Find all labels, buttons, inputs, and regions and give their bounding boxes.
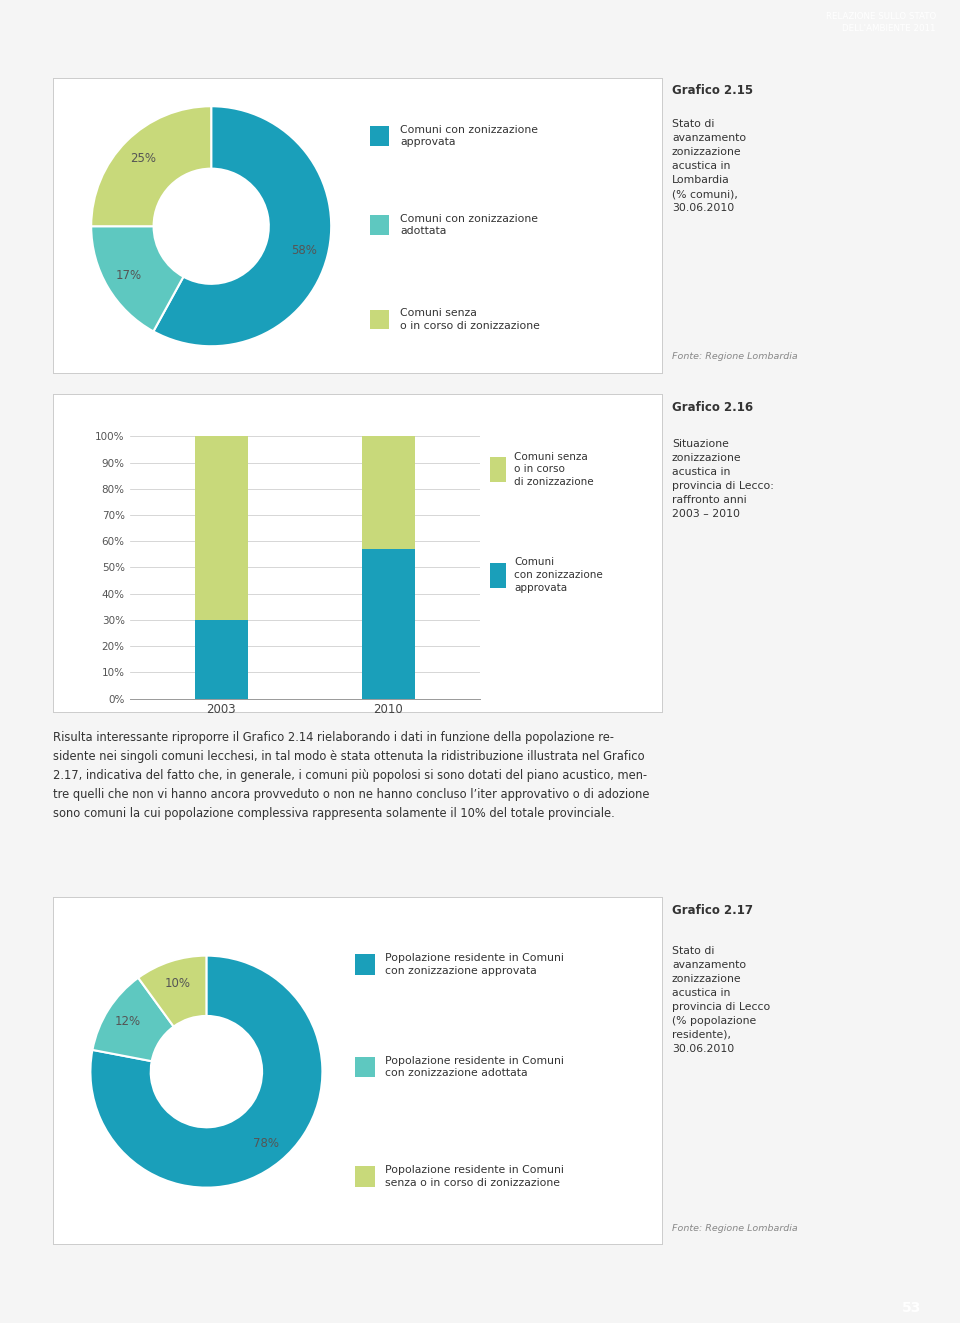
Text: 10%: 10% [165, 976, 191, 990]
Text: 53: 53 [902, 1302, 922, 1315]
Text: 25%: 25% [131, 152, 156, 165]
Text: Popolazione residente in Comuni
senza o in corso di zonizzazione: Popolazione residente in Comuni senza o … [385, 1166, 564, 1188]
Bar [490, 562, 506, 587]
Bar [355, 954, 374, 975]
Text: 17%: 17% [115, 269, 142, 282]
Text: 12%: 12% [115, 1016, 141, 1028]
Text: Fonte: Regione Lombardia: Fonte: Regione Lombardia [672, 1224, 798, 1233]
Text: Comuni senza
o in corso di zonizzazione: Comuni senza o in corso di zonizzazione [400, 308, 540, 331]
Wedge shape [154, 106, 331, 347]
Text: Stato di
avanzamento
zonizzazione
acustica in
Lombardia
(% comuni),
30.06.2010: Stato di avanzamento zonizzazione acusti… [672, 119, 746, 213]
Wedge shape [138, 955, 206, 1027]
Wedge shape [91, 106, 211, 226]
Text: RELAZIONE SULLO STATO
DELL'AMBIENTE 2011: RELAZIONE SULLO STATO DELL'AMBIENTE 2011 [826, 12, 936, 33]
Text: 78%: 78% [252, 1136, 278, 1150]
Wedge shape [90, 955, 323, 1188]
Text: Stato di
avanzamento
zonizzazione
acustica in
provincia di Lecco
(% popolazione
: Stato di avanzamento zonizzazione acusti… [672, 946, 770, 1053]
Text: Comuni con zonizzazione
approvata: Comuni con zonizzazione approvata [400, 124, 539, 147]
Bar [370, 216, 389, 234]
Text: Situazione
zonizzazione
acustica in
provincia di Lecco:
raffronto anni
2003 – 20: Situazione zonizzazione acustica in prov… [672, 439, 774, 519]
Bar [195, 437, 248, 620]
Text: Comuni senza
o in corso
di zonizzazione: Comuni senza o in corso di zonizzazione [515, 451, 593, 487]
Text: Grafico 2.15: Grafico 2.15 [672, 83, 754, 97]
Text: 58%: 58% [291, 243, 317, 257]
Text: Comuni con zonizzazione
adottata: Comuni con zonizzazione adottata [400, 213, 539, 237]
Bar [362, 437, 415, 549]
Text: Risulta interessante riproporre il Grafico 2.14 rielaborando i dati in funzione : Risulta interessante riproporre il Grafi… [53, 730, 649, 819]
Bar [490, 456, 506, 482]
Wedge shape [92, 978, 174, 1061]
Bar [355, 1166, 374, 1187]
Text: Popolazione residente in Comuni
con zonizzazione adottata: Popolazione residente in Comuni con zoni… [385, 1056, 564, 1078]
Text: Comuni
con zonizzazione
approvata: Comuni con zonizzazione approvata [515, 557, 603, 593]
Bar [370, 126, 389, 146]
Bar [362, 549, 415, 699]
Text: Grafico 2.16: Grafico 2.16 [672, 401, 754, 414]
Text: Fonte: Regione Lombardia: Fonte: Regione Lombardia [672, 352, 798, 361]
Bar [355, 1057, 374, 1077]
Bar [370, 310, 389, 329]
Text: Grafico 2.17: Grafico 2.17 [672, 904, 753, 917]
Bar [195, 620, 248, 699]
Wedge shape [91, 226, 183, 331]
Text: Popolazione residente in Comuni
con zonizzazione approvata: Popolazione residente in Comuni con zoni… [385, 953, 564, 975]
